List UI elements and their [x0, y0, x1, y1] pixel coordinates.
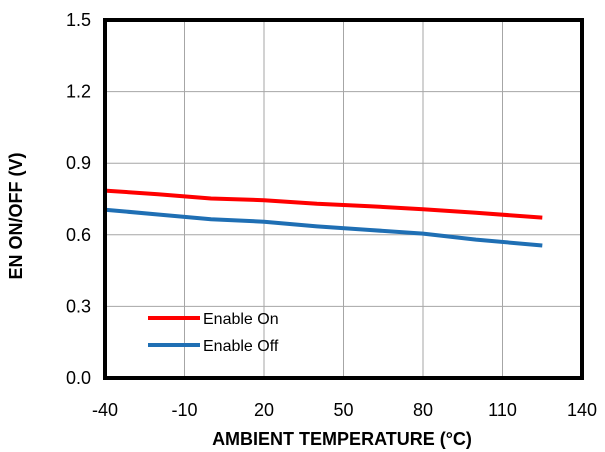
x-tick-labels: -40 -10 20 50 80 110 140 [92, 400, 597, 420]
series-lines [104, 188, 543, 248]
series-line-enable-on [104, 188, 543, 220]
x-tick-label: 50 [333, 400, 353, 420]
y-tick-label: 0.3 [66, 296, 91, 316]
x-axis-title: AMBIENT TEMPERATURE (°C) [212, 429, 472, 449]
x-tick-label: 80 [413, 400, 433, 420]
legend-label: Enable Off [203, 338, 279, 355]
y-tick-labels: 0.0 0.3 0.6 0.9 1.2 1.5 [66, 10, 91, 388]
legend: Enable On Enable Off [148, 311, 279, 355]
x-tick-label: 110 [488, 400, 517, 420]
y-tick-label: 0.0 [66, 368, 91, 388]
y-tick-label: 0.6 [66, 225, 91, 245]
y-tick-label: 1.5 [66, 10, 91, 30]
x-tick-label: -40 [92, 400, 118, 420]
x-tick-label: -10 [171, 400, 197, 420]
series-line-enable-off [104, 207, 543, 248]
y-tick-label: 0.9 [66, 153, 91, 173]
plot-frame [103, 18, 584, 380]
y-tick-label: 1.2 [66, 82, 91, 102]
legend-label: Enable On [203, 311, 279, 328]
x-tick-label: 140 [567, 400, 597, 420]
x-tick-label: 20 [254, 400, 274, 420]
gridlines [104, 19, 583, 379]
y-axis-title: EN ON/OFF (V) [6, 153, 26, 280]
